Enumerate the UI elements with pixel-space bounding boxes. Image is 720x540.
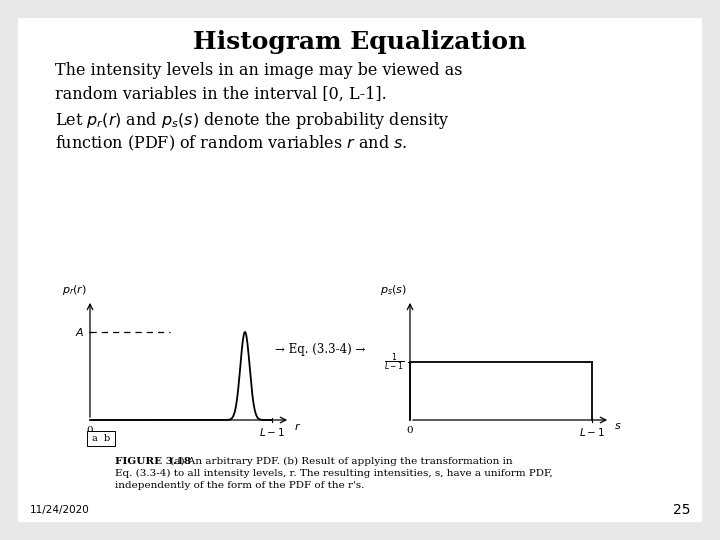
Text: $\frac{1}{L-1}$: $\frac{1}{L-1}$	[384, 351, 405, 373]
Text: $L-1$: $L-1$	[259, 426, 285, 438]
Text: $p_r(r)$: $p_r(r)$	[62, 283, 87, 297]
Text: FIGURE 3.18: FIGURE 3.18	[115, 457, 191, 466]
Text: → Eq. (3.3-4) →: → Eq. (3.3-4) →	[275, 343, 365, 356]
Text: 11/24/2020: 11/24/2020	[30, 505, 90, 515]
Text: $A$: $A$	[75, 326, 84, 338]
Text: $r$: $r$	[294, 421, 301, 432]
Text: 0: 0	[407, 426, 413, 435]
FancyBboxPatch shape	[87, 431, 115, 446]
Text: independently of the form of the PDF of the r's.: independently of the form of the PDF of …	[115, 481, 364, 490]
Text: a  b: a b	[92, 434, 110, 443]
Text: 25: 25	[672, 503, 690, 517]
Text: $s$: $s$	[614, 421, 621, 431]
Text: Eq. (3.3-4) to all intensity levels, r. The resulting intensities, s, have a uni: Eq. (3.3-4) to all intensity levels, r. …	[115, 469, 553, 478]
Text: 0: 0	[86, 426, 94, 435]
Text: (a) An arbitrary PDF. (b) Result of applying the transformation in: (a) An arbitrary PDF. (b) Result of appl…	[167, 457, 513, 466]
Text: Let $p_r(r)$ and $p_s(s)$ denote the probability density: Let $p_r(r)$ and $p_s(s)$ denote the pro…	[55, 110, 449, 131]
FancyBboxPatch shape	[18, 18, 702, 522]
Text: $p_s(s)$: $p_s(s)$	[380, 283, 407, 297]
Text: $L-1$: $L-1$	[579, 426, 605, 438]
Text: Histogram Equalization: Histogram Equalization	[194, 30, 526, 54]
Text: The intensity levels in an image may be viewed as: The intensity levels in an image may be …	[55, 62, 462, 79]
Text: function (PDF) of random variables $r$ and $s$.: function (PDF) of random variables $r$ a…	[55, 134, 408, 153]
Text: random variables in the interval [0, L-1].: random variables in the interval [0, L-1…	[55, 86, 387, 103]
